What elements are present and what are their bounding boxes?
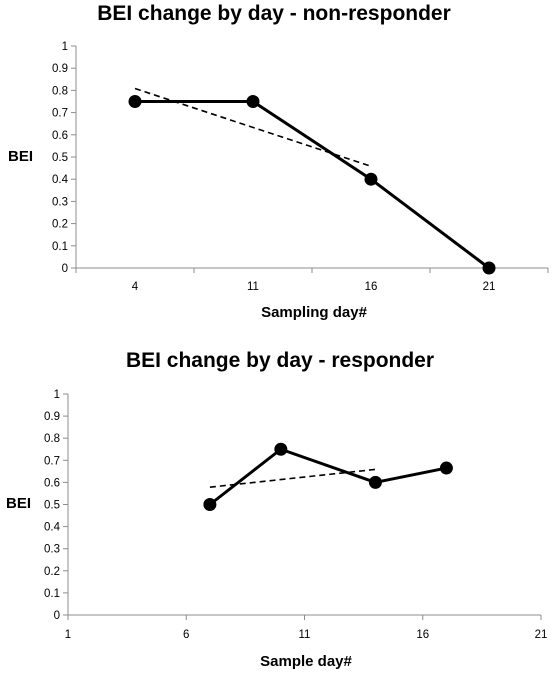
data-point bbox=[203, 498, 217, 511]
y-tick-label: 0.9 bbox=[44, 411, 60, 423]
y-tick-label: 0.7 bbox=[44, 455, 60, 467]
x-tick-label: 4 bbox=[132, 281, 139, 293]
y-axis-label: BEI bbox=[6, 495, 32, 512]
y-axis-label: BEI bbox=[8, 148, 34, 165]
plot-area: 00.10.20.30.40.50.60.70.80.911 6 11 16 21 bbox=[44, 389, 548, 641]
chart-title: BEI change by day - non-responder bbox=[97, 2, 451, 25]
x-axis-label: Sample day# bbox=[260, 653, 352, 670]
y-tick-label: 0.5 bbox=[44, 500, 60, 512]
data-point bbox=[368, 475, 382, 489]
y-tick-label: 0.2 bbox=[44, 566, 60, 578]
y-tick-label: 0.9 bbox=[52, 63, 68, 75]
data-point bbox=[246, 95, 260, 108]
x-tick-label: 1 bbox=[65, 629, 71, 641]
y-tick-label: 0.1 bbox=[52, 241, 68, 253]
series-line bbox=[208, 447, 447, 506]
y-tick-label: 0 bbox=[62, 263, 68, 275]
responder-chart: BEI change by day - responder BEI Sample… bbox=[0, 337, 552, 674]
x-tick-label: 16 bbox=[416, 629, 429, 641]
x-tick-label: 21 bbox=[483, 281, 496, 293]
y-tick-label: 0.3 bbox=[44, 544, 60, 556]
data-point bbox=[364, 172, 378, 186]
y-tick-label: 0.6 bbox=[44, 477, 60, 489]
y-tick-label: 0.8 bbox=[44, 433, 60, 445]
y-tick-label: 0.2 bbox=[52, 219, 68, 231]
y-tick-label: 0.8 bbox=[52, 85, 68, 97]
y-tick-label: 1 bbox=[62, 41, 68, 53]
data-point bbox=[274, 442, 288, 456]
y-tick-label: 0.4 bbox=[44, 522, 61, 534]
y-tick-label: 0.4 bbox=[52, 174, 69, 186]
series-line bbox=[135, 100, 490, 270]
y-tick-label: 0.7 bbox=[52, 108, 68, 120]
x-axis-label: Sampling day# bbox=[261, 304, 367, 321]
y-tick-label: 0.6 bbox=[52, 130, 68, 142]
plot-area: 0 0.1 0.2 0.3 0.4 0.5 0.6 0.7 0.8 0.9 1 4 11 16 21 bbox=[52, 41, 549, 293]
x-tick-label: 16 bbox=[365, 281, 378, 293]
data-point bbox=[128, 95, 142, 108]
x-tick-label: 11 bbox=[247, 281, 259, 293]
y-tick-label: 0.3 bbox=[52, 196, 68, 208]
data-point bbox=[482, 261, 496, 275]
x-tick-label: 6 bbox=[183, 629, 189, 641]
y-tick-label: 1 bbox=[54, 389, 60, 401]
y-tick-label: 0.1 bbox=[44, 588, 60, 600]
y-tick-label: 0 bbox=[54, 610, 60, 622]
y-tick-label: 0.5 bbox=[52, 152, 68, 164]
trendline bbox=[209, 468, 376, 488]
chart-title: BEI change by day - responder bbox=[125, 349, 435, 372]
x-tick-label: 11 bbox=[299, 629, 311, 641]
non-responder-chart: BEI change by day - non-responder BEI Sa… bbox=[8, 2, 549, 321]
data-point bbox=[439, 461, 453, 475]
x-tick-label: 21 bbox=[535, 629, 548, 641]
